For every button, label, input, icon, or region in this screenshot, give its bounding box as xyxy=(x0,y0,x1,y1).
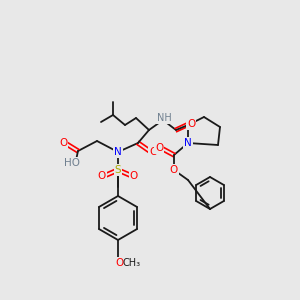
Text: N: N xyxy=(184,138,192,148)
Text: O: O xyxy=(149,147,157,157)
Text: O: O xyxy=(59,138,67,148)
Text: O: O xyxy=(170,165,178,175)
Text: O: O xyxy=(187,119,195,129)
Text: NH: NH xyxy=(157,113,171,123)
Text: N: N xyxy=(114,147,122,157)
Text: O: O xyxy=(116,258,124,268)
Text: O: O xyxy=(130,171,138,181)
Text: HO: HO xyxy=(64,158,80,168)
Text: O: O xyxy=(155,143,163,153)
Text: S: S xyxy=(115,165,121,175)
Text: O: O xyxy=(98,171,106,181)
Text: CH₃: CH₃ xyxy=(123,258,141,268)
